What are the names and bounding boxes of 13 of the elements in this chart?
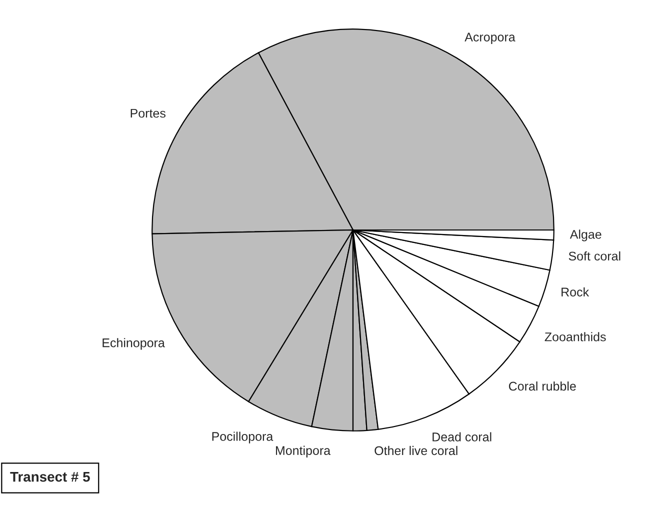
- slice-label: Echinopora: [102, 338, 165, 350]
- slice-label: Other live coral: [374, 446, 458, 456]
- slice-label: Montipora: [276, 446, 331, 458]
- slice-label: Coral rubble: [508, 381, 576, 391]
- slice-label: Acropora: [464, 32, 516, 44]
- slice-label: Dead coral: [432, 432, 492, 442]
- slice-label: Portes: [130, 108, 166, 118]
- slice-label: Zooanthids: [544, 332, 606, 342]
- slice-label: Algae: [570, 230, 602, 242]
- slice-label: Rock: [562, 287, 590, 296]
- slice-label: Soft coral: [568, 251, 620, 261]
- text: Transect # 5: [10, 472, 90, 482]
- slice-label: Pocillopora: [212, 432, 274, 444]
